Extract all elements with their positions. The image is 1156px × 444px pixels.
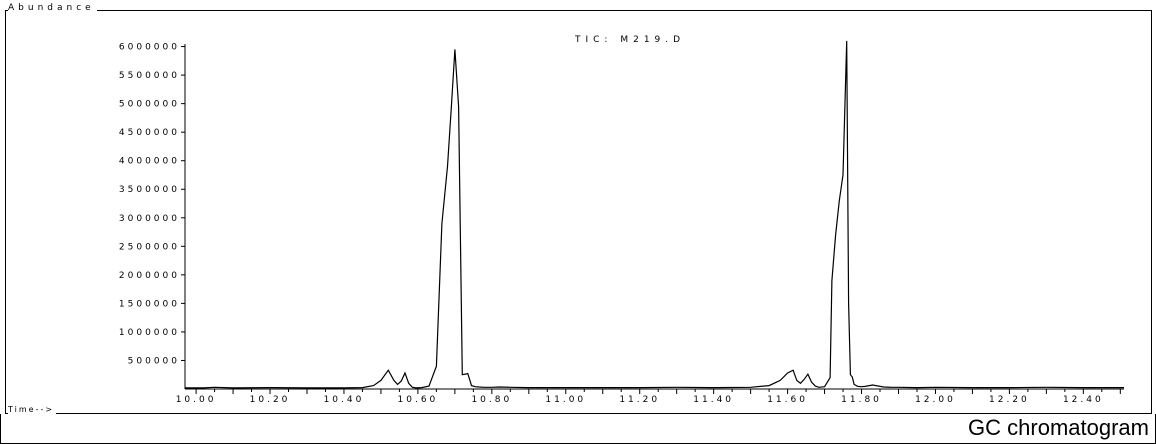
x-tick-label: 12.20 (989, 395, 1030, 405)
chart-frame (5, 10, 1152, 414)
y-tick-label: 5500000 (119, 71, 180, 81)
x-tick-label: 10.40 (324, 395, 365, 405)
y-tick-label: 4500000 (119, 128, 180, 138)
y-tick-label: 2000000 (119, 271, 180, 281)
y-tick-label: 3500000 (119, 185, 180, 195)
y-axis-label: Abundance (8, 3, 97, 13)
x-axis: 10.00 10.20 10.40 10.60 10.80 11.00 11.20 11.40… (176, 388, 1124, 405)
x-tick-label: 12.40 (1063, 395, 1104, 405)
y-tick-label: 2500000 (119, 242, 180, 252)
x-axis-label: Time--> (8, 405, 57, 414)
chart-title: TIC: M219.D (574, 35, 685, 45)
x-tick-label: 11.20 (619, 395, 660, 405)
x-tick-label: 11.40 (693, 395, 734, 405)
x-tick-label: 10.60 (398, 395, 439, 405)
y-tick-label: 1000000 (119, 328, 180, 338)
y-tick-label: 4000000 (119, 157, 180, 167)
x-tick-label: 11.80 (841, 395, 882, 405)
x-tick-label: 11.60 (767, 395, 808, 405)
y-tick-label: 6000000 (119, 43, 180, 53)
tic-trace-line (185, 40, 1124, 389)
y-tick-label: 500000 (128, 356, 180, 366)
x-tick-label: 12.00 (915, 395, 956, 405)
y-tick-label: 1500000 (119, 299, 180, 309)
x-tick-label: 10.80 (471, 395, 512, 405)
caption-bar: GC chromatogram (0, 414, 1156, 444)
figure-caption: GC chromatogram (968, 415, 1149, 440)
x-tick-label: 10.20 (250, 395, 291, 405)
y-tick-label: 5000000 (119, 100, 180, 110)
y-axis: 500000 1000000 1500000 2000000 2500000 300000… (119, 43, 186, 389)
x-tick-label: 10.00 (176, 395, 217, 405)
x-tick-label: 11.00 (545, 395, 586, 405)
y-tick-label: 3000000 (119, 214, 180, 224)
